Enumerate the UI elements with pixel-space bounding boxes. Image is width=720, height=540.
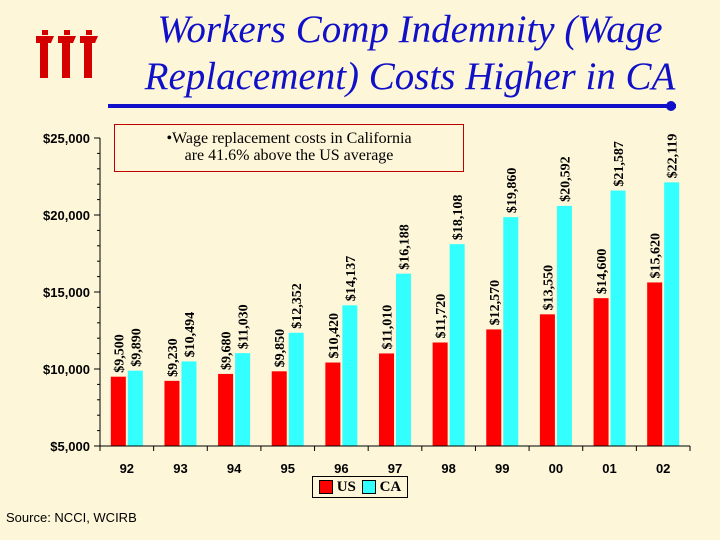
data-label-us-02: $15,620 (649, 233, 664, 279)
data-label-ca-92: $9,890 (129, 328, 144, 367)
x-tick-label: 96 (334, 461, 348, 476)
bar-ca-97 (396, 273, 411, 446)
data-label-ca-96: $14,137 (344, 256, 359, 302)
data-label-ca-95: $12,352 (290, 283, 305, 329)
legend-label-ca: CA (379, 478, 402, 495)
annotation-line-2: are 41.6% above the US average (184, 147, 394, 164)
legend-entry-ca: CA (361, 478, 402, 496)
data-label-us-98: $11,720 (434, 294, 449, 339)
bar-ca-99 (503, 217, 519, 446)
x-tick-label: 99 (495, 461, 509, 476)
bar-us-95 (271, 371, 287, 446)
title-underline-dot (666, 101, 676, 111)
data-label-us-01: $14,600 (595, 249, 610, 295)
x-tick-label: 94 (227, 461, 242, 476)
legend: US CA (312, 476, 408, 498)
chart-title: Workers Comp Indemnity (Wage Replacement… (110, 6, 710, 100)
data-label-ca-01: $21,587 (612, 141, 627, 187)
data-label-us-95: $9,850 (273, 329, 288, 368)
bar-us-92 (110, 376, 126, 446)
y-tick-label: $15,000 (43, 285, 90, 300)
bar-ca-00 (556, 205, 572, 446)
data-label-us-99: $12,570 (488, 280, 503, 325)
bar-us-99 (486, 329, 502, 446)
data-label-us-97: $11,010 (381, 305, 396, 350)
legend-entry-us: US (318, 478, 356, 496)
bar-us-02 (647, 282, 663, 446)
bar-us-00 (539, 314, 555, 446)
bar-ca-92 (127, 370, 143, 446)
x-tick-label: 95 (280, 461, 294, 476)
data-label-us-92: $9,500 (112, 334, 127, 373)
data-label-ca-94: $11,030 (237, 304, 252, 349)
bar-us-01 (593, 298, 609, 446)
chart-title-line-1: Workers Comp Indemnity (Wage (157, 8, 663, 51)
data-label-us-96: $10,420 (327, 313, 342, 359)
bar-us-98 (432, 342, 448, 446)
bar-ca-01 (610, 190, 626, 446)
legend-swatch-ca (361, 480, 376, 494)
y-tick-label: $20,000 (43, 208, 90, 223)
bar-us-93 (164, 380, 180, 446)
x-tick-label: 97 (388, 461, 402, 476)
chart-title-line-2: Replacement) Costs Higher in CA (144, 55, 676, 98)
legend-label-us: US (336, 478, 356, 495)
data-label-us-94: $9,680 (220, 331, 235, 370)
data-label-ca-97: $16,188 (398, 224, 413, 270)
data-label-ca-00: $20,592 (558, 156, 573, 202)
data-label-ca-99: $19,860 (505, 168, 520, 214)
x-tick-label: 01 (602, 461, 616, 476)
y-tick-label: $5,000 (50, 439, 90, 454)
data-label-us-00: $13,550 (541, 265, 556, 311)
annotation-line-1: •Wage replacement costs in California (166, 130, 412, 147)
y-tick-label: $10,000 (43, 362, 90, 377)
data-label-ca-93: $10,494 (183, 312, 198, 358)
bar-ca-02 (664, 182, 680, 446)
x-tick-label: 98 (441, 461, 455, 476)
title-underline (108, 104, 676, 108)
x-tick-label: 00 (549, 461, 563, 476)
bar-ca-96 (342, 305, 358, 446)
data-label-us-93: $9,230 (166, 338, 181, 377)
x-tick-label: 02 (656, 461, 670, 476)
iii-logo-icon (36, 30, 98, 78)
data-label-ca-02: $22,119 (666, 134, 681, 179)
bar-ca-93 (181, 361, 197, 446)
x-tick-label: 92 (120, 461, 134, 476)
data-label-ca-98: $18,108 (451, 195, 466, 241)
bar-ca-94 (235, 353, 251, 446)
bar-us-94 (218, 373, 234, 446)
source-note: Source: NCCI, WCIRB (6, 510, 137, 525)
bar-us-96 (325, 362, 341, 446)
y-tick-label: $25,000 (43, 131, 90, 146)
bar-ca-95 (288, 332, 304, 446)
annotation-box: •Wage replacement costs in California ar… (114, 124, 464, 172)
bar-us-97 (379, 353, 394, 446)
legend-swatch-us (318, 480, 333, 494)
bar-ca-98 (449, 244, 465, 446)
x-tick-label: 93 (173, 461, 187, 476)
